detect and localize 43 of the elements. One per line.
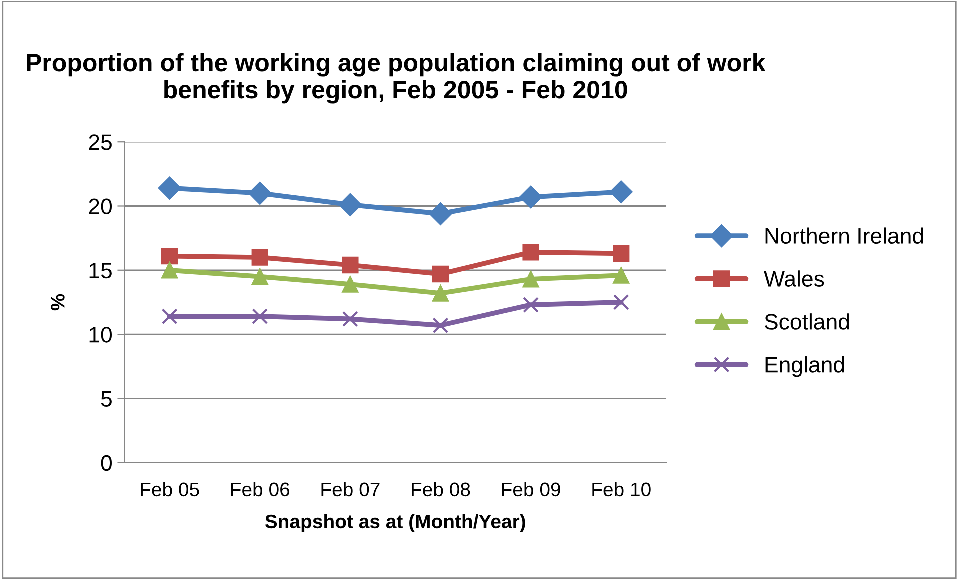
point — [610, 180, 633, 204]
point — [161, 248, 178, 265]
y-tick-label: 5 — [101, 391, 112, 407]
point — [248, 182, 272, 205]
y-tick-label: 20 — [89, 198, 112, 215]
point — [613, 294, 630, 310]
point — [342, 256, 359, 274]
point — [161, 262, 178, 279]
point — [429, 202, 452, 226]
point — [432, 318, 449, 334]
y-tick-label: 0 — [101, 455, 112, 472]
y-tick-label: 15 — [90, 263, 112, 279]
point — [338, 193, 362, 216]
chart-title: Proportion of the working age population claiming out of work benefits by region, Feb 2005 - Feb 2010 — [27, 53, 766, 104]
legend-label: Wales — [764, 270, 824, 287]
point — [522, 271, 540, 288]
point — [613, 245, 630, 262]
point — [432, 266, 450, 283]
x-tick-label: Feb 10 — [592, 482, 651, 497]
x-tick-label: Feb 09 — [502, 482, 560, 497]
point — [252, 268, 268, 286]
point — [432, 285, 450, 302]
y-tick-label: 25 — [89, 134, 112, 150]
x-axis-title: Snapshot as at (Month/Year) — [265, 514, 526, 532]
point — [158, 176, 182, 200]
x-tick-label: Feb 08 — [412, 482, 470, 497]
point — [252, 249, 268, 266]
y-tick-label: 10 — [90, 327, 112, 343]
point — [520, 186, 543, 209]
point — [252, 308, 268, 325]
point — [162, 308, 178, 325]
y-axis-title: % — [51, 294, 65, 311]
point — [522, 244, 540, 261]
legend-label: Northern Ireland — [766, 228, 924, 244]
point — [342, 311, 358, 328]
point — [613, 267, 630, 284]
point — [342, 276, 359, 293]
legend-label: England — [766, 356, 844, 378]
legend-label: Scotland — [765, 314, 850, 330]
x-tick-label: Feb 05 — [141, 482, 200, 497]
x-tick-label: Feb 07 — [322, 482, 380, 497]
x-tick-label: Feb 06 — [231, 482, 290, 497]
point — [523, 297, 540, 314]
